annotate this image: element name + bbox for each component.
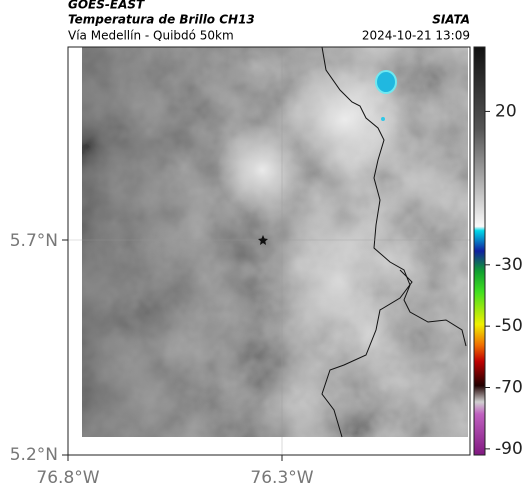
colorbar-tick-label: -70 <box>495 378 523 398</box>
lat-label: 5.7°N <box>10 231 58 251</box>
agency: SIATA <box>432 13 470 27</box>
borders <box>321 46 467 438</box>
timestamp: 2024-10-21 13:09 <box>362 29 470 43</box>
map-frame <box>67 46 471 456</box>
graticule <box>68 47 470 455</box>
colorbar-tick-label: 20 <box>495 101 517 121</box>
source: GOES-EAST <box>68 0 145 12</box>
colorbar-tick-label: -90 <box>495 439 523 459</box>
title: Temperatura de Brillo CH13 <box>68 13 255 27</box>
colorbar-tick-label: -50 <box>495 316 523 336</box>
lon-label: 76.3°W <box>250 468 313 488</box>
lat-label: 5.2°N <box>10 445 58 465</box>
subtitle: Vía Medellín - Quibdó 50km <box>68 29 234 43</box>
city-marker <box>258 235 268 245</box>
colorbar-tick-label: -30 <box>495 255 523 275</box>
imagery <box>82 47 468 437</box>
colorbar <box>473 46 486 456</box>
lon-label: 76.8°W <box>36 468 99 488</box>
